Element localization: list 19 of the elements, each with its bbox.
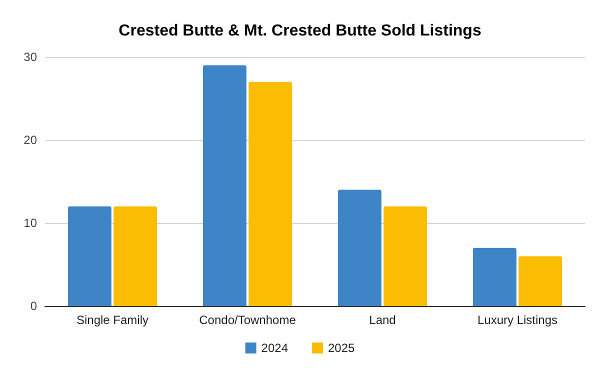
x-tick-label: Luxury Listings <box>477 313 558 327</box>
bar <box>202 65 246 306</box>
x-tick-label: Condo/Townhome <box>199 313 296 327</box>
bar <box>248 82 292 306</box>
x-tick-label: Land <box>369 313 396 327</box>
y-tick-label: 10 <box>24 216 38 230</box>
y-tick-label: 30 <box>24 50 38 64</box>
legend-label: 2024 <box>261 341 288 355</box>
x-tick-label: Single Family <box>76 313 149 327</box>
chart-title: Crested Butte & Mt. Crested Butte Sold Listings <box>118 22 482 40</box>
legend-label: 2025 <box>328 341 356 355</box>
bar <box>338 190 382 306</box>
y-tick-label: 0 <box>30 299 38 313</box>
bar <box>518 256 562 306</box>
bar <box>68 206 112 306</box>
y-tick-label: 20 <box>24 133 38 147</box>
bar <box>472 248 516 306</box>
bar <box>114 206 158 306</box>
bar <box>384 206 428 306</box>
